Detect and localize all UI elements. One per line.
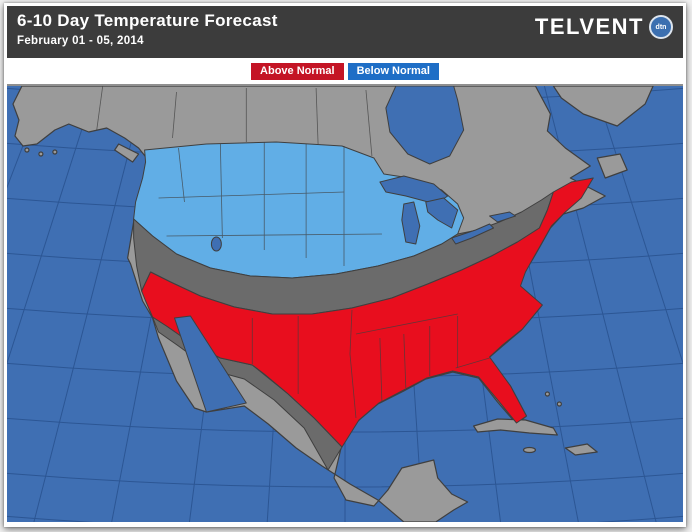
island-jamaica	[522, 446, 537, 454]
lake-huron	[425, 197, 459, 229]
aleutian-island	[52, 149, 58, 155]
region-above-normal	[141, 177, 594, 448]
island-newfoundland	[596, 153, 628, 179]
page-title: 6-10 Day Temperature Forecast	[17, 11, 278, 30]
telvent-logo: TELVENT dtn	[535, 14, 673, 40]
lake-erie	[451, 223, 495, 245]
lake-michigan	[401, 201, 421, 245]
forecast-map	[7, 86, 683, 522]
island-cuba	[473, 418, 558, 436]
header-text-block: 6-10 Day Temperature Forecast February 0…	[17, 11, 278, 47]
dtn-badge-icon: dtn	[649, 15, 673, 39]
forecast-window: 6-10 Day Temperature Forecast February 0…	[4, 3, 686, 527]
gulf-of-california	[174, 315, 247, 413]
legend-above-normal: Above Normal	[251, 62, 344, 80]
legend: Above Normal Below Normal	[7, 58, 683, 84]
aleutian-island	[38, 151, 44, 157]
map-svg	[7, 86, 683, 522]
island-greenland	[552, 86, 654, 127]
political-borders	[96, 86, 490, 419]
date-range: February 01 - 05, 2014	[17, 35, 144, 47]
island-vancouver	[114, 143, 140, 163]
water-bodies	[174, 86, 516, 413]
legend-below-normal: Below Normal	[347, 62, 439, 80]
header-bar: 6-10 Day Temperature Forecast February 0…	[7, 6, 683, 58]
lake-ontario	[489, 211, 516, 223]
telvent-wordmark: TELVENT	[534, 14, 644, 39]
aleutian-island	[24, 147, 30, 153]
divider	[7, 84, 683, 86]
island-bahamas	[544, 391, 550, 397]
island-hispaniola	[564, 443, 598, 456]
great-salt-lake	[210, 236, 222, 252]
hudson-bay	[385, 86, 465, 165]
island-bahamas	[556, 401, 562, 407]
